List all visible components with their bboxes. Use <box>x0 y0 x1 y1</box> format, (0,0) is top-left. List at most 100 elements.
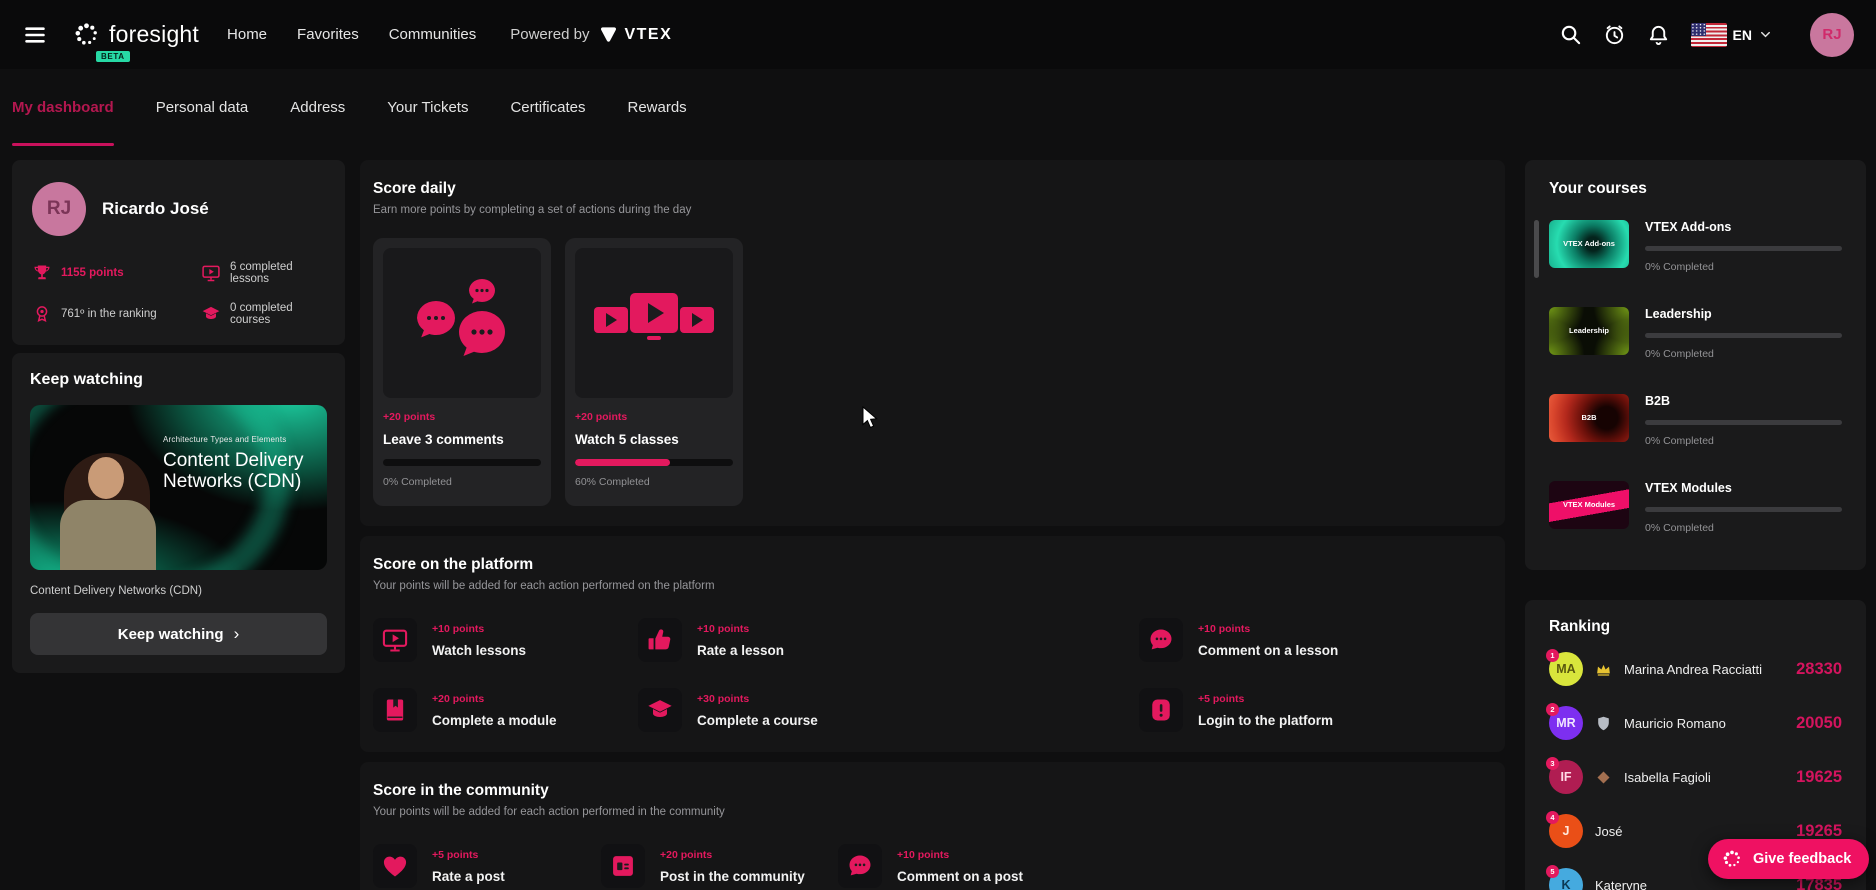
course-thumbnail: VTEX Modules <box>1549 481 1629 529</box>
rank-position-badge: 4 <box>1546 811 1559 824</box>
tab[interactable]: Address <box>290 99 346 116</box>
course-completed-label: 0% Completed <box>1645 522 1714 534</box>
ranking-user-score: 19625 <box>1796 767 1842 786</box>
daily-art-icon <box>398 271 526 376</box>
score-item-icon <box>638 618 682 662</box>
community-score-grid: +5 points Rate a post +20 points Post in… <box>373 844 1492 888</box>
score-item-icon <box>1139 688 1183 732</box>
thumbnail-kicker: Architecture Types and Elements <box>163 435 287 444</box>
score-item-label: Login to the platform <box>1198 712 1333 728</box>
score-item-label: Complete a course <box>697 712 818 728</box>
course-thumb-label: VTEX Modules <box>1562 499 1616 509</box>
vtex-mark-icon <box>599 25 618 44</box>
tab[interactable]: My dashboard <box>12 69 114 146</box>
score-daily-subtitle: Earn more points by completing a set of … <box>373 204 692 216</box>
course-row[interactable]: Leadership Leadership 0% Completed <box>1549 307 1842 360</box>
profile-name: Ricardo José <box>102 199 209 218</box>
tab[interactable]: Certificates <box>510 99 586 116</box>
course-row[interactable]: VTEX Modules VTEX Modules 0% Completed <box>1549 481 1842 534</box>
daily-completed-label: 0% Completed <box>383 476 452 488</box>
top-nav: foresight BETA Home Favorites Communities … <box>0 0 1876 69</box>
course-thumb-label: B2B <box>1581 412 1597 422</box>
keep-watching-button[interactable]: Keep watching › <box>30 613 327 655</box>
stat-label: 761º in the ranking <box>61 308 157 320</box>
ranking-avatar-initials: IF <box>1560 770 1572 784</box>
main-nav-links: Home Favorites Communities <box>227 26 476 43</box>
ranking-user-name: Kateryne <box>1595 877 1648 890</box>
main-content: Score daily Earn more points by completi… <box>360 160 1505 890</box>
nav-icon-button[interactable] <box>1647 23 1670 46</box>
dashboard-tabs: My dashboard Personal data Address Your Tic… <box>12 69 687 146</box>
score-platform-subtitle: Your points will be added for each actio… <box>373 580 715 592</box>
daily-card-art <box>575 248 733 398</box>
tab[interactable]: Personal data <box>155 99 249 116</box>
nav-link[interactable]: Favorites <box>297 26 359 43</box>
stat-icon <box>32 304 52 324</box>
course-row[interactable]: VTEX Add-ons VTEX Add-ons 0% Completed <box>1549 220 1842 273</box>
score-community-title: Score in the community <box>373 782 549 799</box>
score-item-icon <box>601 844 645 888</box>
ranking-avatar: IF 3 <box>1546 757 1583 794</box>
score-item-icon <box>373 688 417 732</box>
score-item-points: +5 points <box>1198 692 1245 705</box>
score-item-label: Comment on a lesson <box>1198 642 1339 658</box>
ranking-avatar-initials: J <box>1562 824 1570 838</box>
nav-icon-button[interactable] <box>1559 23 1582 46</box>
profile-stat: 6 completed lessons <box>201 261 325 285</box>
score-item: +20 points Post in the community <box>601 844 838 888</box>
courses-scrollbar[interactable] <box>1534 220 1539 278</box>
course-progress-track <box>1645 333 1842 338</box>
keep-watching-title: Keep watching <box>30 371 143 388</box>
rank-position-badge: 5 <box>1546 865 1559 878</box>
ranking-user-name: Isabella Fagioli <box>1624 769 1711 785</box>
course-thumb-label: Leadership <box>1568 325 1609 335</box>
keep-watching-button-label: Keep watching <box>117 625 224 643</box>
brand-name: foresight <box>109 21 200 47</box>
nav-link[interactable]: Communities <box>388 26 477 43</box>
ranking-user-name: José <box>1595 823 1623 839</box>
ranking-card: Ranking MA 1 Marina Andrea Racciatti 283… <box>1525 600 1866 890</box>
daily-art-icon <box>590 271 718 376</box>
score-item: +10 points Comment on a post <box>838 844 1492 888</box>
course-name: Leadership <box>1645 307 1712 321</box>
course-thumbnail: Leadership <box>1549 307 1629 355</box>
vtex-wordmark: VTEX <box>624 25 673 43</box>
tab[interactable]: Your Tickets <box>387 99 469 116</box>
score-item-icon <box>838 844 882 888</box>
ranking-user-score: 17835 <box>1796 875 1842 890</box>
score-item: +20 points Complete a module <box>373 688 638 732</box>
daily-progress-track <box>575 459 733 466</box>
course-row[interactable]: B2B B2B 0% Completed <box>1549 394 1842 447</box>
rank-medal-icon <box>1595 661 1612 678</box>
daily-score-card[interactable]: +20 points Watch 5 classes 60% Completed <box>565 238 743 506</box>
course-progress-track <box>1645 420 1842 425</box>
chevron-right-icon: › <box>233 624 240 643</box>
stat-label: 1155 points <box>61 267 124 279</box>
score-community-subtitle: Your points will be added for each actio… <box>373 806 725 818</box>
ranking-user-score: 19265 <box>1796 821 1842 840</box>
profile-stat: 761º in the ranking <box>32 302 197 326</box>
nav-link[interactable]: Home <box>227 26 268 43</box>
score-item-points: +30 points <box>697 692 750 705</box>
ranking-user-name: Marina Andrea Racciatti <box>1624 661 1763 677</box>
daily-score-card[interactable]: +20 points Leave 3 comments 0% Completed <box>373 238 551 506</box>
score-item-points: +10 points <box>1198 622 1251 635</box>
rank-medal-icon <box>1595 769 1612 786</box>
score-item-points: +20 points <box>660 848 713 861</box>
language-selector[interactable]: EN <box>1690 22 1773 47</box>
user-avatar[interactable]: RJ <box>1810 12 1854 57</box>
ranking-avatar-initials: K <box>1561 878 1571 890</box>
tab[interactable]: Rewards <box>627 99 687 116</box>
course-video-thumbnail[interactable]: Architecture Types and Elements Content … <box>30 405 327 570</box>
score-item-points: +5 points <box>432 848 479 861</box>
vtex-logo: VTEX <box>599 25 672 44</box>
your-courses-card: Your courses VTEX Add-ons VTEX Add-ons 0… <box>1525 160 1866 570</box>
foresight-logo[interactable]: foresight BETA <box>72 20 200 62</box>
hamburger-menu-icon[interactable] <box>22 22 48 48</box>
give-feedback-button[interactable]: Give feedback <box>1708 839 1870 879</box>
nav-icon-button[interactable] <box>1603 23 1626 46</box>
rank-medal-icon <box>1595 715 1612 732</box>
ranking-row: MR 2 Mauricio Romano 20050 <box>1546 703 1842 740</box>
keep-watching-card: Keep watching Architecture Types and Ele… <box>12 353 345 673</box>
beta-badge: BETA <box>96 51 130 62</box>
